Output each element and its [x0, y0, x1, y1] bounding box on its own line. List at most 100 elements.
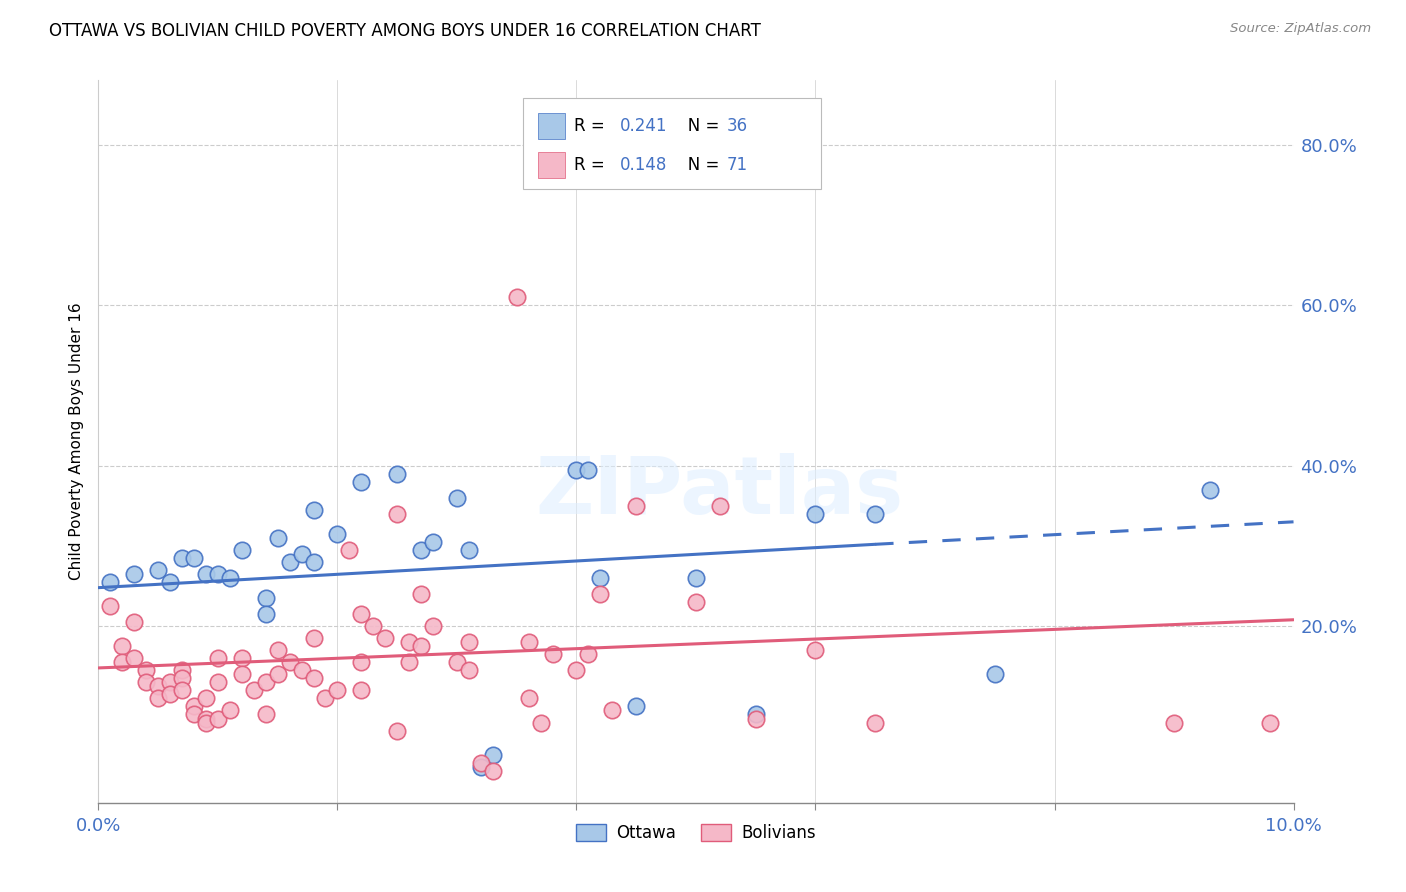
Point: [111, 655, 134, 669]
Point: [685, 595, 707, 609]
Point: [195, 715, 218, 730]
Point: [302, 502, 325, 516]
Text: 71: 71: [727, 156, 748, 174]
Point: [865, 715, 887, 730]
Point: [124, 567, 146, 582]
Point: [458, 542, 481, 557]
Point: [1258, 715, 1281, 730]
Point: [195, 691, 218, 706]
Point: [267, 667, 290, 681]
Point: [398, 635, 420, 649]
Text: N =: N =: [672, 156, 724, 174]
Point: [350, 607, 373, 621]
Point: [207, 567, 229, 582]
Point: [470, 760, 492, 774]
Point: [626, 699, 648, 714]
Point: [124, 615, 146, 630]
Point: [267, 643, 290, 657]
Point: [315, 691, 337, 706]
Point: [470, 756, 492, 770]
Point: [984, 667, 1007, 681]
Point: [745, 712, 768, 726]
Point: [709, 499, 731, 513]
Point: [219, 703, 242, 717]
Point: [124, 651, 146, 665]
Point: [195, 712, 218, 726]
Point: [148, 680, 170, 694]
Point: [172, 683, 194, 698]
Text: 0.241: 0.241: [620, 117, 666, 135]
Point: [422, 534, 444, 549]
Point: [363, 619, 385, 633]
Point: [159, 675, 181, 690]
Point: [541, 648, 564, 662]
Point: [159, 574, 181, 589]
Point: [254, 607, 277, 621]
Point: [626, 499, 648, 513]
Point: [804, 507, 827, 521]
Point: [411, 542, 433, 557]
Point: [135, 675, 157, 690]
Point: [565, 664, 588, 678]
Point: [291, 547, 314, 561]
Point: [267, 531, 290, 545]
Y-axis label: Child Poverty Among Boys Under 16: Child Poverty Among Boys Under 16: [69, 302, 84, 581]
Point: [398, 655, 420, 669]
Point: [411, 639, 433, 653]
Point: [865, 507, 887, 521]
Point: [278, 555, 301, 569]
Point: [385, 507, 409, 521]
Text: R =: R =: [574, 117, 610, 135]
Point: [350, 475, 373, 489]
Point: [98, 599, 122, 614]
Point: [530, 715, 553, 730]
Point: [517, 691, 540, 706]
Point: [183, 699, 205, 714]
Point: [482, 764, 505, 778]
Point: [183, 707, 205, 722]
Point: [231, 667, 253, 681]
Point: [446, 491, 468, 505]
Point: [446, 655, 468, 669]
Point: [135, 664, 157, 678]
Point: [385, 723, 409, 738]
Point: [517, 635, 540, 649]
Point: [350, 655, 373, 669]
Point: [578, 648, 600, 662]
Point: [159, 687, 181, 701]
Point: [506, 290, 529, 304]
FancyBboxPatch shape: [523, 98, 821, 189]
Text: Source: ZipAtlas.com: Source: ZipAtlas.com: [1230, 22, 1371, 36]
Point: [589, 571, 612, 585]
Point: [219, 571, 242, 585]
Point: [183, 551, 205, 566]
Point: [411, 587, 433, 601]
Point: [458, 635, 481, 649]
Text: ZIPatlas: ZIPatlas: [536, 453, 904, 531]
Point: [195, 567, 218, 582]
Point: [565, 462, 588, 476]
Point: [482, 747, 505, 762]
Point: [207, 675, 229, 690]
Point: [602, 703, 624, 717]
Point: [207, 712, 229, 726]
Point: [207, 651, 229, 665]
Point: [231, 651, 253, 665]
Text: 0.148: 0.148: [620, 156, 666, 174]
Point: [578, 462, 600, 476]
Point: [350, 683, 373, 698]
Point: [243, 683, 266, 698]
Text: 36: 36: [727, 117, 748, 135]
Point: [172, 664, 194, 678]
Point: [98, 574, 122, 589]
Point: [685, 571, 707, 585]
Point: [745, 707, 768, 722]
Point: [302, 632, 325, 646]
Point: [326, 683, 349, 698]
Point: [589, 587, 612, 601]
Point: [385, 467, 409, 481]
Point: [291, 664, 314, 678]
Point: [374, 632, 396, 646]
Point: [172, 551, 194, 566]
FancyBboxPatch shape: [538, 112, 565, 139]
